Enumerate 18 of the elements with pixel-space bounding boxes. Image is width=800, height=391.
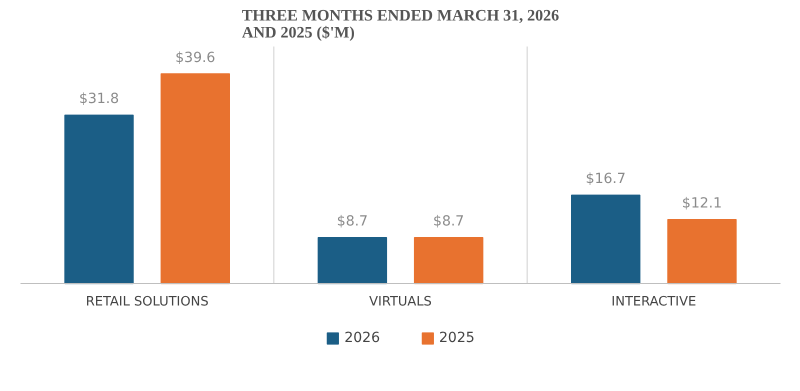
data-label: $8.7 [433,213,464,230]
bar [160,73,230,284]
x-tick-label: VIRTUALS [369,294,432,310]
x-tick-label: RETAIL SOLUTIONS [86,294,209,310]
legend-label: 2026 [344,330,380,346]
bar [414,236,484,284]
bar [318,236,388,284]
data-label: $16.7 [586,171,626,188]
chart-title: THREE MONTHS ENDED MARCH 31, 2026 AND 2025 ($'M) [242,8,560,42]
legend-label: 2025 [439,330,475,346]
data-label: $31.8 [78,91,120,108]
data-label: $8.7 [336,213,368,230]
bar [64,114,134,284]
bar [571,194,640,284]
data-label: $39.6 [175,50,216,66]
x-tick-label: INTERACTIVE [611,294,696,310]
bar [667,218,737,284]
data-label: $12.1 [682,195,722,212]
